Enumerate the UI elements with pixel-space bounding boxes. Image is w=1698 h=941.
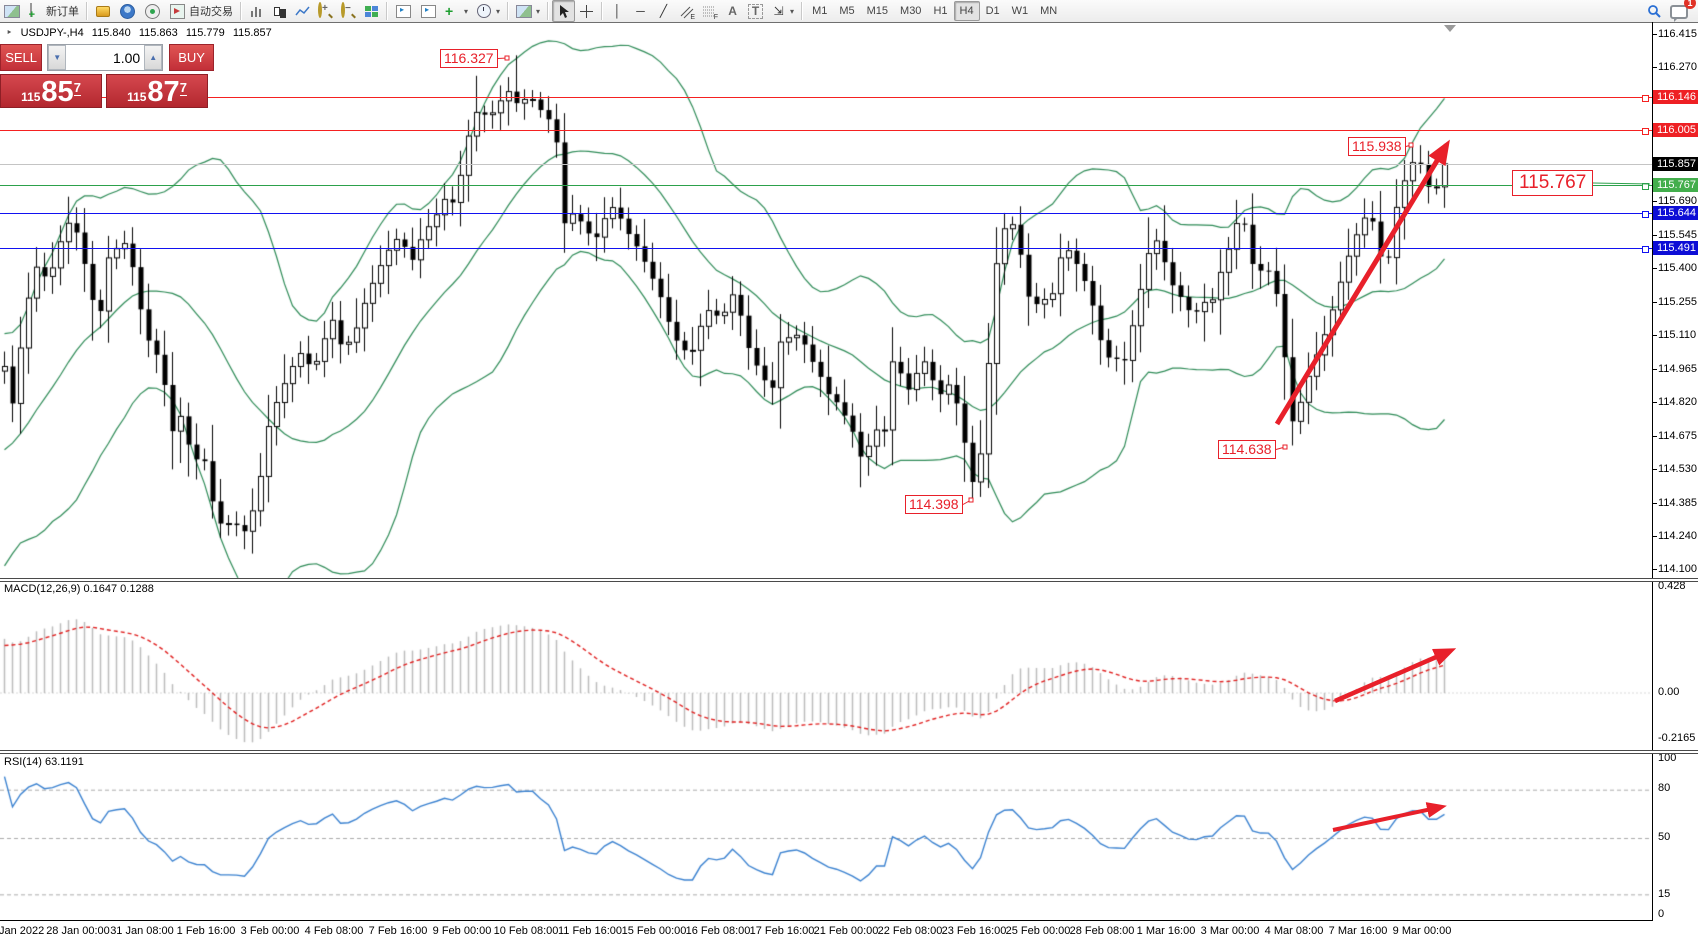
ask-handle: 115 — [127, 90, 147, 104]
price-annotation-116327[interactable]: 116.327 — [440, 49, 498, 68]
horizontal-level-line[interactable] — [0, 213, 1652, 214]
bid-price-box[interactable]: 115 85 7 — [0, 74, 102, 108]
main-macd-separator[interactable] — [0, 578, 1698, 582]
date-tick: 26 Jan 2022 — [0, 925, 45, 937]
horizontal-level-line[interactable] — [0, 97, 1652, 98]
date-tick: 9 Feb 00:00 — [432, 925, 492, 937]
date-tick: 1 Mar 16:00 — [1136, 925, 1196, 937]
price-tick: 115.690 — [1652, 195, 1697, 207]
horizontal-level-line[interactable] — [0, 248, 1652, 249]
level-anchor-marker — [1642, 95, 1649, 102]
price-tick: 114.675 — [1652, 430, 1697, 442]
price-tick: 114.820 — [1652, 396, 1697, 408]
price-tick: 116.270 — [1652, 61, 1697, 73]
bid-handle: 115 — [21, 90, 41, 104]
price-level-badge: 115.644 — [1653, 206, 1698, 220]
date-tick: 3 Feb 00:00 — [240, 925, 300, 937]
bid-main: 85 — [41, 76, 74, 108]
horizontal-level-line[interactable] — [0, 130, 1652, 131]
price-annotation-114398[interactable]: 114.398 — [905, 495, 963, 514]
symbol-info-line: ‣ USDJPY-,H4 115.840 115.863 115.779 115… — [6, 27, 272, 39]
price-tick: 115.545 — [1652, 229, 1697, 241]
date-tick: 10 Feb 08:00 — [493, 925, 559, 937]
volume-input[interactable] — [66, 45, 145, 70]
ask-price-box[interactable]: 115 87 7 — [106, 74, 208, 108]
symbol-name: USDJPY-,H4 — [20, 27, 84, 39]
current-price-badge: 115.857 — [1653, 157, 1698, 171]
buy-button[interactable]: BUY — [169, 44, 214, 71]
date-tick: 17 Feb 16:00 — [749, 925, 815, 937]
ask-pip: 7 — [179, 80, 187, 96]
rsi-scale-50: 50 — [1658, 831, 1671, 843]
date-tick: 25 Feb 00:00 — [1005, 925, 1071, 937]
date-tick: 16 Feb 08:00 — [685, 925, 751, 937]
sell-button[interactable]: SELL — [0, 44, 43, 71]
rsi-scale-15: 15 — [1658, 888, 1671, 900]
date-tick: 7 Feb 16:00 — [368, 925, 428, 937]
date-tick: 4 Mar 08:00 — [1264, 925, 1324, 937]
date-tick: 1 Feb 16:00 — [176, 925, 236, 937]
price-tick: 114.965 — [1652, 363, 1697, 375]
date-tick: 7 Mar 16:00 — [1328, 925, 1388, 937]
date-tick: 11 Feb 16:00 — [557, 925, 623, 937]
current-price-line[interactable] — [0, 164, 1652, 165]
date-tick: 23 Feb 16:00 — [941, 925, 1007, 937]
price-tick: 115.400 — [1652, 262, 1697, 274]
date-tick: 9 Mar 00:00 — [1392, 925, 1452, 937]
price-level-badge: 115.767 — [1653, 178, 1698, 192]
price-tick: 115.110 — [1652, 329, 1696, 341]
date-tick: 22 Feb 08:00 — [877, 925, 943, 937]
date-tick: 28 Feb 08:00 — [1069, 925, 1135, 937]
volume-up-button[interactable]: ▲ — [144, 45, 163, 70]
bar-open: 115.840 — [91, 27, 131, 39]
price-tick: 116.415 — [1652, 28, 1697, 40]
price-annotation-115938[interactable]: 115.938 — [1348, 137, 1406, 156]
chart-shift-marker[interactable] — [1444, 25, 1456, 32]
rsi-scale-80: 80 — [1658, 782, 1671, 794]
macd-rsi-separator[interactable] — [0, 750, 1698, 754]
date-tick: 3 Mar 00:00 — [1200, 925, 1260, 937]
price-tick: 114.385 — [1652, 497, 1697, 509]
price-tick: 114.240 — [1652, 530, 1697, 542]
macd-scale-zero: 0.00 — [1658, 686, 1680, 698]
volume-down-button[interactable]: ▼ — [48, 45, 67, 70]
date-tick: 31 Jan 08:00 — [110, 925, 174, 937]
bid-pip: 7 — [73, 80, 81, 96]
bar-close: 115.857 — [232, 27, 272, 39]
level-anchor-marker — [1642, 128, 1649, 135]
date-tick: 21 Feb 00:00 — [813, 925, 879, 937]
horizontal-level-line[interactable] — [0, 185, 1652, 186]
bar-low: 115.779 — [185, 27, 225, 39]
level-anchor-marker — [1642, 183, 1649, 190]
rsi-scale-0: 0 — [1658, 908, 1665, 920]
date-tick: 4 Feb 08:00 — [304, 925, 364, 937]
price-level-badge: 115.491 — [1653, 241, 1698, 255]
price-level-badge: 116.146 — [1653, 90, 1698, 104]
date-tick: 28 Jan 00:00 — [46, 925, 110, 937]
price-axis-line — [1652, 22, 1653, 921]
time-axis-line — [0, 920, 1652, 921]
price-tick: 114.530 — [1652, 463, 1697, 475]
price-annotation-114638[interactable]: 114.638 — [1218, 440, 1276, 459]
price-tick: 114.100 — [1652, 563, 1697, 575]
rsi-scale-100: 100 — [1658, 752, 1677, 764]
price-annotation-115767[interactable]: 115.767 — [1512, 170, 1594, 196]
rsi-label: RSI(14) 63.1191 — [4, 756, 84, 768]
one-click-trade-panel: SELL ▼ ▲ BUY 115 85 7 115 87 7 — [0, 44, 214, 108]
price-level-badge: 116.005 — [1653, 123, 1698, 137]
date-tick: 15 Feb 00:00 — [621, 925, 687, 937]
level-anchor-marker — [1642, 246, 1649, 253]
ask-main: 87 — [147, 76, 180, 108]
macd-scale-bottom: -0.2165 — [1658, 732, 1696, 744]
level-anchor-marker — [1642, 211, 1649, 218]
macd-label: MACD(12,26,9) 0.1647 0.1288 — [4, 583, 154, 595]
macd-scale-top: 0.428 — [1658, 580, 1686, 592]
bar-high: 115.863 — [138, 27, 178, 39]
price-tick: 115.255 — [1652, 296, 1697, 308]
